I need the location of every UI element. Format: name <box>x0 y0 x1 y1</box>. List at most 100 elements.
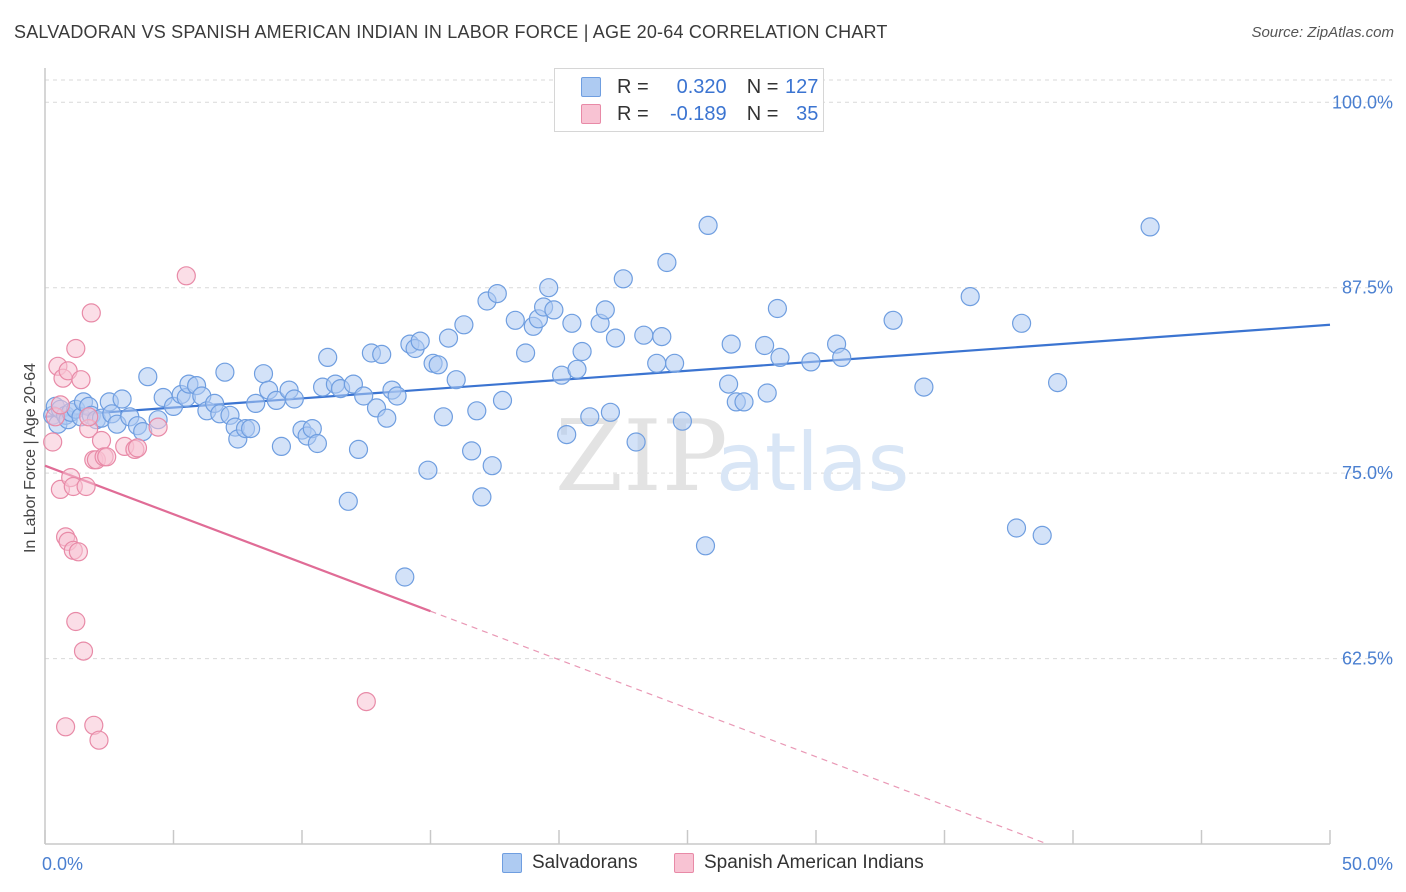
salvadoran-point <box>721 334 741 354</box>
salvadoran-point <box>1140 217 1160 237</box>
salvadoran-point <box>215 362 235 382</box>
legend-swatch-blue <box>502 853 522 873</box>
salvadoran-point <box>433 407 453 427</box>
salvadoran-point <box>1047 373 1068 393</box>
salvadoran-point <box>626 432 646 452</box>
legend-row-spanish-american-indians: R = -0.189 N = 35 <box>581 102 818 126</box>
salvadoran-point <box>515 343 536 363</box>
legend-label: Spanish American Indians <box>704 852 924 873</box>
legend-row-salvadorans: R = 0.320 N = 127 <box>581 75 818 99</box>
salvadoran-point <box>438 328 459 348</box>
legend-item-spanish-american-indians: Spanish American Indians <box>674 852 924 874</box>
n-value: 35 <box>796 102 819 125</box>
spanish-american-indian-trendline-extension <box>430 610 1048 845</box>
salvadoran-point <box>613 269 633 289</box>
y-tick-label: 87.5% <box>1342 278 1393 298</box>
salvadoran-point <box>914 377 934 397</box>
salvadoran-point <box>652 327 672 347</box>
legend-swatch-pink <box>674 853 694 873</box>
salvadoran-point <box>672 411 693 431</box>
spanish-american-indian-point <box>68 542 89 562</box>
r-label: R = <box>617 75 649 98</box>
salvadoran-point <box>883 310 903 330</box>
salvadoran-point <box>767 298 788 319</box>
salvadoran-point <box>562 313 582 333</box>
salvadoran-point <box>539 278 559 298</box>
y-tick-label: 62.5% <box>1342 649 1393 669</box>
salvadoran-point <box>428 355 448 375</box>
spanish-american-indian-point <box>55 717 76 737</box>
spanish-american-indian-point <box>89 730 109 750</box>
legend-item-salvadorans: Salvadorans <box>502 852 638 874</box>
spanish-american-indian-point <box>356 691 376 712</box>
y-axis-label: In Labor Force | Age 20-64 <box>22 363 39 553</box>
spanish-american-indian-point <box>66 338 86 359</box>
n-label: N = <box>746 102 779 125</box>
salvadoran-point <box>482 456 502 476</box>
salvadoran-point <box>1011 313 1032 333</box>
salvadoran-point <box>472 487 492 507</box>
data-points <box>43 215 1160 750</box>
salvadoran-point <box>338 491 358 511</box>
salvadoran-point <box>318 347 338 367</box>
salvadoran-point <box>253 364 274 384</box>
spanish-american-indian-point <box>79 407 99 427</box>
n-value: 127 <box>785 75 819 98</box>
salvadoran-point <box>1032 525 1052 546</box>
spanish-american-indian-point <box>97 447 117 467</box>
salvadoran-point <box>505 310 525 330</box>
salvadoran-point <box>246 393 266 413</box>
watermark-atlas: atlas <box>716 416 909 509</box>
spanish-american-indian-point <box>91 430 112 451</box>
salvadoran-point <box>372 344 392 364</box>
salvadoran-point <box>377 408 397 428</box>
spanish-american-indian-point <box>66 611 86 632</box>
salvadoran-point <box>754 335 775 356</box>
salvadoran-point <box>770 347 790 367</box>
salvadoran-point <box>395 567 415 587</box>
r-label: R = <box>617 102 649 125</box>
salvadoran-point <box>557 425 577 445</box>
salvadoran-point <box>572 341 592 362</box>
correlation-legend: R = 0.320 N = 127 R = -0.189 N = 35 <box>554 68 824 132</box>
n-label: N = <box>746 75 779 98</box>
salvadoran-point <box>387 386 407 406</box>
chart-title: SALVADORAN VS SPANISH AMERICAN INDIAN IN… <box>14 22 888 42</box>
tick-labels: 62.5% 75.0% 87.5% 100.0% 0.0% 50.0% <box>42 92 1393 874</box>
salvadoran-point <box>734 392 754 412</box>
salvadoran-point <box>757 383 777 403</box>
salvadoran-point <box>605 328 626 348</box>
spanish-american-indian-point <box>127 438 148 458</box>
salvadoran-point <box>462 441 482 461</box>
salvadoran-point <box>354 386 374 406</box>
salvadoran-point <box>454 315 474 335</box>
salvadoran-point <box>600 402 621 422</box>
y-tick-label: 100.0% <box>1332 92 1393 112</box>
axes <box>44 68 1331 845</box>
legend-label: Salvadorans <box>532 852 638 873</box>
spanish-american-indian-point <box>76 476 96 497</box>
salvadoran-point <box>492 390 513 410</box>
salvadoran-point <box>695 536 716 556</box>
spanish-american-indian-point <box>73 641 94 661</box>
salvadoran-point <box>467 401 487 421</box>
salvadoran-point <box>1006 518 1027 538</box>
spanish-american-indian-point <box>50 395 71 415</box>
spanish-american-indian-point <box>148 417 168 437</box>
salvadoran-point <box>960 287 980 307</box>
salvadoran-point <box>634 325 654 345</box>
salvadoran-point <box>307 433 327 454</box>
legend-swatch-pink <box>581 104 601 124</box>
salvadoran-point <box>112 389 132 409</box>
salvadoran-point <box>487 284 507 304</box>
salvadoran-point <box>271 436 291 456</box>
legend-swatch-blue <box>581 77 601 97</box>
salvadoran-point <box>647 353 667 373</box>
salvadoran-point <box>418 460 438 480</box>
y-tick-label: 75.0% <box>1342 463 1393 483</box>
salvadoran-point <box>446 370 466 390</box>
spanish-american-indian-point <box>176 266 196 286</box>
salvadoran-point <box>580 407 600 427</box>
salvadoran-point <box>698 215 718 235</box>
